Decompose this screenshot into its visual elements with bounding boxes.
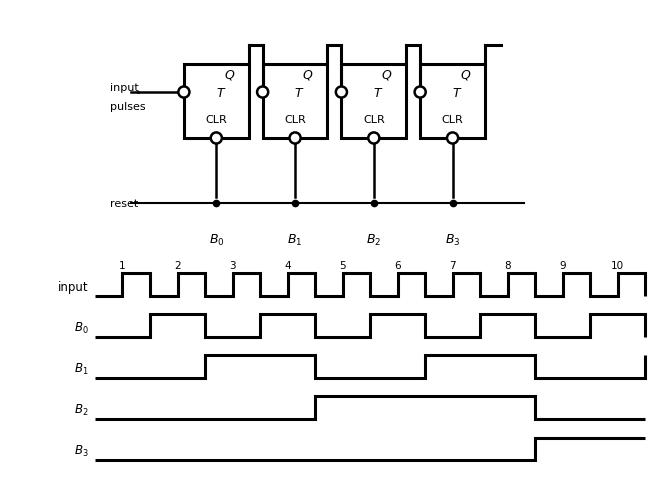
Text: input: input	[110, 83, 138, 93]
Text: $B_1$: $B_1$	[288, 233, 303, 248]
Text: 2: 2	[174, 261, 181, 270]
Text: 4: 4	[284, 261, 291, 270]
Polygon shape	[263, 65, 328, 139]
Text: 3: 3	[229, 261, 236, 270]
Text: 8: 8	[504, 261, 511, 270]
Text: $T$: $T$	[215, 86, 226, 100]
Text: $T$: $T$	[295, 86, 305, 100]
Circle shape	[447, 133, 458, 144]
Text: CLR: CLR	[363, 115, 384, 125]
Text: $B_0$: $B_0$	[208, 233, 224, 248]
Text: $B_3$: $B_3$	[445, 233, 460, 248]
Circle shape	[336, 87, 347, 99]
Text: 6: 6	[394, 261, 401, 270]
Text: $B_1$: $B_1$	[74, 362, 88, 377]
Text: $Q$: $Q$	[460, 68, 471, 82]
Text: $Q$: $Q$	[381, 68, 392, 82]
Circle shape	[368, 133, 379, 144]
Circle shape	[257, 87, 268, 99]
Text: $B_3$: $B_3$	[74, 444, 88, 459]
Text: 9: 9	[559, 261, 566, 270]
Text: $B_0$: $B_0$	[74, 321, 88, 336]
Text: 7: 7	[449, 261, 456, 270]
Text: CLR: CLR	[441, 115, 464, 125]
Text: 1: 1	[119, 261, 126, 270]
Text: input: input	[58, 281, 88, 293]
Text: reset: reset	[110, 199, 138, 208]
Text: $Q$: $Q$	[223, 68, 235, 82]
Circle shape	[178, 87, 189, 99]
Circle shape	[211, 133, 222, 144]
Text: 5: 5	[339, 261, 346, 270]
Text: pulses: pulses	[110, 102, 145, 111]
Polygon shape	[420, 65, 485, 139]
Polygon shape	[341, 65, 406, 139]
Text: $Q$: $Q$	[303, 68, 314, 82]
Circle shape	[290, 133, 301, 144]
Text: $T$: $T$	[452, 86, 462, 100]
Polygon shape	[184, 65, 249, 139]
Text: 10: 10	[611, 261, 624, 270]
Text: $T$: $T$	[373, 86, 384, 100]
Text: CLR: CLR	[206, 115, 227, 125]
Text: $B_2$: $B_2$	[366, 233, 381, 248]
Text: CLR: CLR	[284, 115, 306, 125]
Text: $B_2$: $B_2$	[74, 403, 88, 418]
Circle shape	[415, 87, 426, 99]
